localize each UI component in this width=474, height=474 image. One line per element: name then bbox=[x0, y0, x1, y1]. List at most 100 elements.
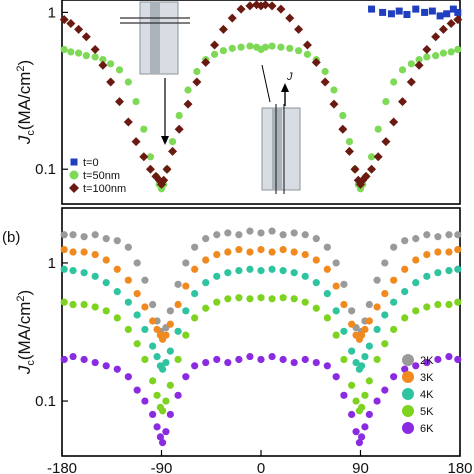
data-point bbox=[175, 111, 183, 120]
data-point bbox=[340, 391, 348, 399]
data-point bbox=[453, 15, 463, 25]
data-point bbox=[454, 355, 462, 364]
data-point bbox=[389, 117, 399, 127]
data-point bbox=[382, 97, 390, 106]
data-point bbox=[449, 5, 457, 13]
data-point bbox=[279, 231, 287, 239]
data-point bbox=[69, 300, 77, 309]
data-point bbox=[227, 13, 237, 23]
data-point bbox=[213, 231, 221, 239]
data-point bbox=[381, 386, 389, 394]
data-point bbox=[162, 397, 170, 405]
data-point bbox=[454, 231, 462, 239]
data-point bbox=[312, 358, 320, 367]
data-point bbox=[246, 227, 254, 235]
data-point bbox=[398, 97, 408, 107]
data-point bbox=[182, 307, 190, 315]
data-point bbox=[268, 248, 276, 256]
data-point bbox=[312, 256, 320, 264]
data-point bbox=[345, 138, 354, 146]
data-point bbox=[365, 377, 373, 385]
data-point bbox=[174, 391, 182, 399]
data-point bbox=[124, 276, 132, 284]
data-point bbox=[401, 314, 409, 322]
data-point bbox=[421, 8, 429, 16]
data-point bbox=[403, 10, 411, 18]
data-point bbox=[401, 288, 409, 296]
data-point bbox=[102, 362, 110, 370]
series-3 bbox=[59, 0, 463, 189]
data-point bbox=[390, 78, 398, 86]
data-point bbox=[113, 365, 121, 373]
data-point bbox=[352, 358, 360, 367]
data-point bbox=[141, 276, 149, 284]
y-tick-label: 1 bbox=[48, 4, 56, 21]
data-point bbox=[434, 233, 442, 241]
data-point bbox=[454, 298, 462, 306]
data-point bbox=[153, 352, 161, 361]
data-point bbox=[102, 279, 110, 287]
data-point bbox=[159, 407, 167, 415]
data-point bbox=[156, 433, 164, 441]
data-point bbox=[431, 32, 441, 42]
data-point bbox=[60, 45, 68, 54]
data-point bbox=[235, 231, 243, 239]
panel-a-insets: J bbox=[120, 1, 301, 194]
data-point bbox=[312, 279, 320, 287]
data-point bbox=[323, 362, 331, 370]
data-point bbox=[237, 43, 245, 51]
data-point bbox=[193, 67, 201, 76]
data-point bbox=[166, 381, 174, 389]
x-tick-label: -90 bbox=[151, 460, 173, 474]
data-point bbox=[340, 355, 348, 364]
panel-b-y-axis-label: Jc(MA/cm2) bbox=[15, 290, 37, 375]
data-point bbox=[401, 365, 409, 373]
data-point bbox=[446, 18, 456, 28]
data-point bbox=[191, 289, 199, 298]
data-point bbox=[91, 272, 99, 280]
data-point bbox=[69, 231, 77, 239]
data-point bbox=[235, 355, 243, 364]
data-point bbox=[390, 373, 398, 381]
data-point bbox=[113, 288, 121, 296]
legend-label: t=100nm bbox=[83, 183, 126, 195]
data-point bbox=[381, 340, 389, 348]
data-point bbox=[361, 325, 369, 334]
data-point bbox=[153, 325, 161, 334]
x-tick-label: 0 bbox=[257, 460, 265, 474]
data-point bbox=[91, 231, 99, 239]
data-point bbox=[141, 303, 149, 311]
data-point bbox=[113, 237, 121, 245]
data-point bbox=[124, 243, 132, 251]
data-point bbox=[260, 0, 270, 10]
data-point bbox=[268, 227, 276, 235]
data-point bbox=[213, 250, 221, 259]
series-2 bbox=[60, 245, 462, 343]
data-point bbox=[355, 439, 363, 447]
data-point bbox=[141, 355, 149, 364]
data-point bbox=[348, 381, 356, 389]
data-point bbox=[80, 269, 88, 277]
data-point bbox=[302, 40, 312, 50]
data-point bbox=[406, 77, 416, 87]
data-point bbox=[213, 355, 221, 364]
data-point bbox=[202, 256, 210, 264]
data-point bbox=[401, 237, 409, 245]
data-point bbox=[166, 410, 174, 419]
data-point bbox=[434, 355, 442, 364]
legend-label: 5K bbox=[420, 406, 434, 418]
x-tick-label: 90 bbox=[352, 460, 369, 474]
data-point bbox=[279, 245, 287, 254]
data-point bbox=[91, 53, 99, 61]
data-point bbox=[210, 50, 219, 58]
data-point bbox=[123, 117, 133, 127]
data-point bbox=[235, 267, 243, 275]
panel-b-tag: (b) bbox=[2, 229, 20, 246]
data-point bbox=[106, 77, 116, 87]
data-point bbox=[124, 325, 132, 334]
data-point bbox=[131, 137, 141, 147]
data-point bbox=[434, 269, 442, 277]
data-point bbox=[365, 317, 373, 325]
series-1 bbox=[368, 5, 462, 20]
data-point bbox=[141, 325, 149, 334]
